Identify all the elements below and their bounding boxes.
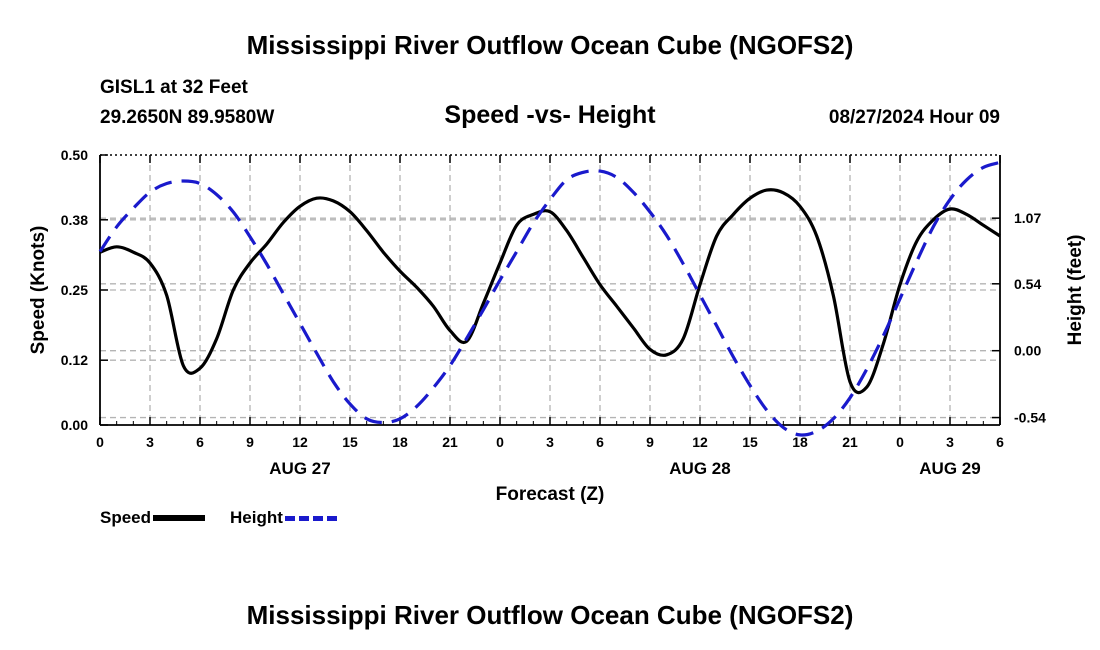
x-tick-label: 0 — [96, 434, 104, 450]
x-tick-label: 0 — [496, 434, 504, 450]
x-tick-label: 9 — [646, 434, 654, 450]
x-tick-label: 18 — [792, 434, 808, 450]
y-tick-label: 0.38 — [61, 212, 88, 228]
x-tick-label: 3 — [146, 434, 154, 450]
x-tick-label: 15 — [342, 434, 358, 450]
date-label: AUG 29 — [919, 459, 980, 478]
x-axis-title: Forecast (Z) — [496, 484, 605, 505]
speed-series-line — [99, 188, 1001, 395]
x-tick-label: 6 — [596, 434, 604, 450]
coordinates-label: 29.2650N 89.9580W — [100, 107, 275, 128]
y-right-tick-label: 0.54 — [1014, 276, 1041, 292]
forecast-date-label: 08/27/2024 Hour 09 — [828, 107, 1000, 128]
y-axis-title: Speed (Knots) — [28, 226, 49, 355]
x-tick-label: 6 — [996, 434, 1004, 450]
x-tick-label: 9 — [246, 434, 254, 450]
y-right-tick-label: 1.07 — [1014, 210, 1041, 226]
height-series-line — [98, 160, 1001, 437]
y-right-tick-label: 0.00 — [1014, 343, 1041, 359]
x-tick-label: 21 — [442, 434, 458, 450]
y-right-axis-title: Height (feet) — [1065, 235, 1086, 346]
y-tick-label: 0.12 — [61, 352, 88, 368]
y-tick-label: 0.00 — [61, 417, 88, 433]
x-tick-label: 0 — [896, 434, 904, 450]
legend-height-swatch — [284, 515, 337, 521]
legend-speed: Speed — [100, 508, 206, 528]
x-tick-label: 6 — [196, 434, 204, 450]
chart-subtitle: Speed -vs- Height — [444, 101, 656, 129]
x-tick-label: 18 — [392, 434, 408, 450]
legend-height-label: Height — [230, 508, 283, 527]
footer-title: Mississippi River Outflow Ocean Cube (NG… — [246, 600, 854, 630]
date-label: AUG 28 — [669, 459, 730, 478]
y-tick-label: 0.50 — [61, 147, 88, 163]
x-tick-label: 3 — [946, 434, 954, 450]
legend-height: Height — [230, 508, 337, 528]
legend-speed-label: Speed — [100, 508, 152, 527]
x-tick-label: 21 — [842, 434, 858, 450]
y-tick-label: 0.25 — [61, 282, 88, 298]
chart-title: Mississippi River Outflow Ocean Cube (NG… — [246, 30, 854, 60]
x-tick-label: 12 — [292, 434, 308, 450]
station-label: GISL1 at 32 Feet — [100, 77, 248, 98]
date-label: AUG 27 — [269, 459, 330, 478]
grid-lines — [100, 155, 1000, 425]
legend-speed-swatch — [153, 515, 206, 521]
y-right-tick-label: -0.54 — [1014, 410, 1046, 426]
x-tick-label: 12 — [692, 434, 708, 450]
x-tick-label: 3 — [546, 434, 554, 450]
x-tick-label: 15 — [742, 434, 758, 450]
